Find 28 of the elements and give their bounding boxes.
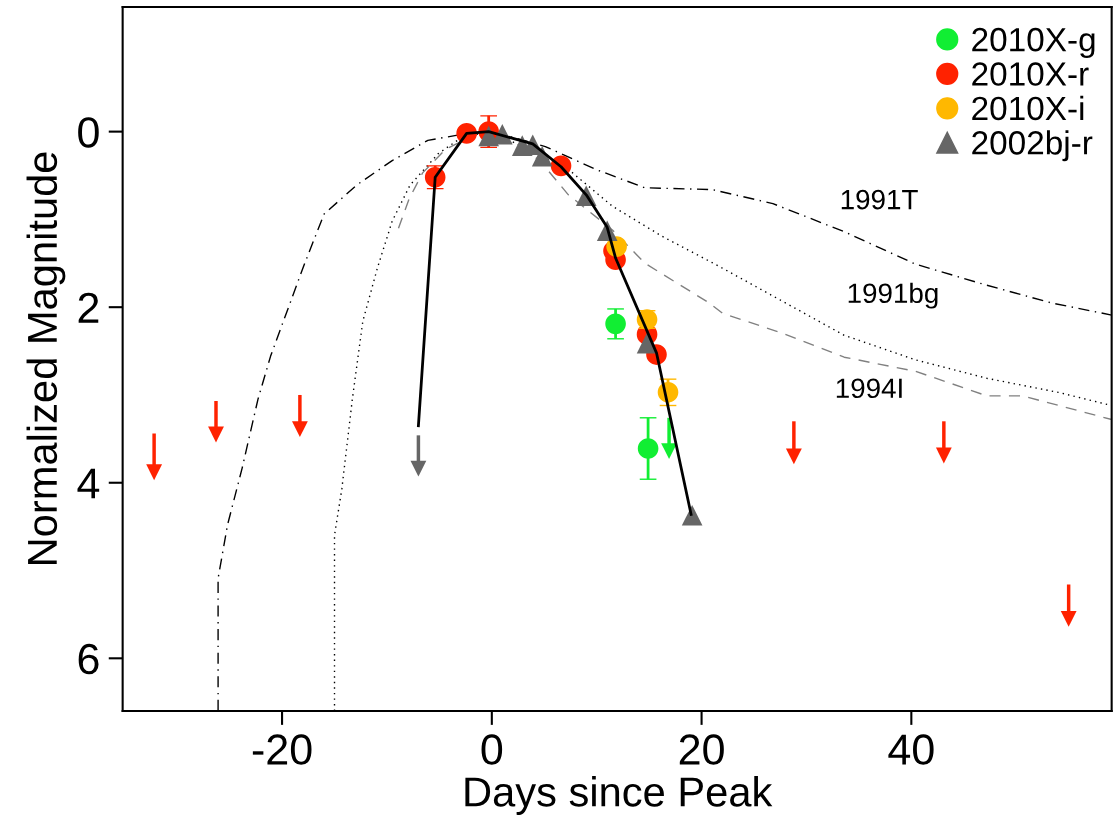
point: [291, 421, 308, 438]
point: [410, 460, 427, 477]
y-tick-label: 6: [78, 643, 99, 675]
annotation: 1991T: [841, 189, 918, 210]
y-tick-label: 0: [78, 117, 99, 148]
x-axis-title: Days since Peak: [465, 776, 773, 815]
point: [1060, 610, 1077, 627]
point: [785, 448, 802, 465]
legend-label: 2010X-g: [972, 27, 1095, 59]
point: [146, 464, 163, 481]
point: [605, 313, 626, 335]
x-tick-label: 20: [679, 734, 724, 765]
point: [661, 443, 677, 460]
x-tick-label: -20: [252, 734, 312, 765]
point: [935, 447, 952, 464]
point: [208, 426, 224, 443]
annotation: 1991bg: [848, 282, 938, 309]
legend-label: 2010X-i: [972, 95, 1084, 121]
legend-label: 2002bj-r: [972, 130, 1093, 162]
x-tick-label: 40: [888, 734, 934, 765]
y-axis-title: Normalized Magnitude: [26, 152, 66, 564]
annotation: 1994I: [836, 378, 902, 399]
point: [637, 438, 659, 459]
y-tick-label: 2: [78, 292, 99, 323]
point: [681, 504, 703, 526]
legend-label: 2010X-r: [972, 62, 1089, 86]
y-tick-label: 4: [77, 468, 100, 499]
x-tick-label: 0: [481, 734, 503, 765]
